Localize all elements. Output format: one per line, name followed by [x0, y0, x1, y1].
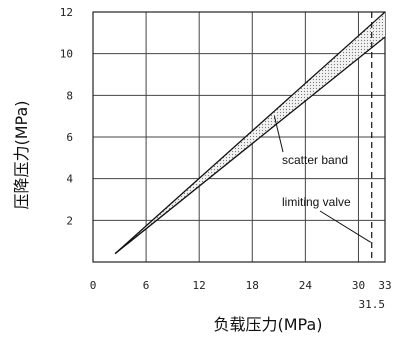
y-tick-label-2: 6 [66, 131, 73, 144]
series-line-lower [114, 36, 386, 255]
y-tick-label-5: 12 [60, 6, 73, 19]
y-tick-label-3: 8 [66, 89, 73, 102]
plot-border [92, 11, 386, 263]
y-tick-label-0: 2 [66, 214, 73, 227]
x-axis-title: 负载压力(MPa) [213, 315, 322, 334]
y-tick-label-1: 4 [66, 173, 73, 186]
plot-frame [92, 11, 386, 263]
x-tick-label-3: 18 [246, 279, 259, 292]
x-tick-label-0: 0 [90, 279, 97, 292]
x-tick-label-1: 6 [143, 279, 150, 292]
annotation-limiting-valve: limiting valve [282, 195, 351, 209]
grid [93, 12, 385, 262]
x-tick-label-5: 30 [352, 279, 365, 292]
y-axis-title: 压降压力(MPa) [12, 100, 31, 209]
scatter-band [114, 11, 386, 255]
series-line-upper [114, 11, 386, 255]
annotation-leader-limiting-valve [319, 210, 371, 243]
x-tick-label-2: 12 [193, 279, 206, 292]
x-tick-label-4: 24 [299, 279, 313, 292]
x-tick-label-6: 33 [378, 279, 391, 292]
annotation-leader-scatter-band [273, 116, 284, 153]
annotation-scatter-band: scatter band [282, 153, 348, 167]
x-tick-label-limit: 31.5 [358, 298, 385, 311]
y-tick-label-4: 10 [60, 48, 73, 61]
